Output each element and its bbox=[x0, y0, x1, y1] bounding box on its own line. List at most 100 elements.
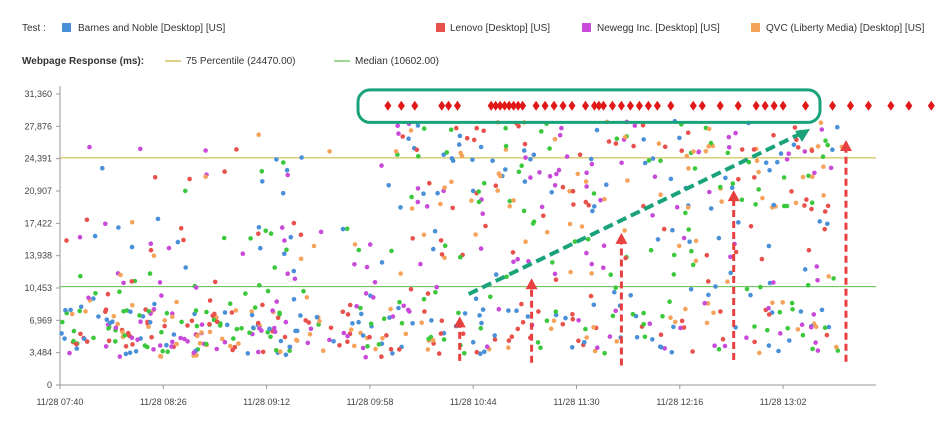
data-point bbox=[210, 313, 215, 319]
data-point bbox=[436, 351, 442, 356]
data-point bbox=[792, 125, 798, 130]
data-point bbox=[612, 289, 617, 295]
data-point bbox=[819, 127, 825, 132]
data-point bbox=[613, 285, 618, 291]
data-point bbox=[373, 346, 378, 352]
y-tick-label: 17,422 bbox=[24, 218, 52, 228]
data-point bbox=[799, 322, 805, 328]
data-point bbox=[448, 127, 454, 132]
data-point bbox=[291, 268, 297, 274]
data-point bbox=[410, 321, 415, 326]
data-point bbox=[356, 319, 361, 325]
data-point bbox=[474, 349, 480, 355]
data-point bbox=[473, 296, 479, 302]
data-point bbox=[622, 228, 627, 233]
data-point bbox=[528, 157, 533, 162]
legend-label: Barnes and Noble [Desktop] [US] bbox=[78, 23, 226, 34]
data-point bbox=[74, 341, 79, 347]
data-point bbox=[155, 216, 161, 222]
data-point bbox=[147, 271, 153, 276]
legend-item-lenovo[interactable]: Lenovo [Desktop] [US] bbox=[436, 23, 550, 34]
timeout-marker bbox=[550, 100, 558, 111]
highlight-box bbox=[356, 88, 822, 124]
data-point bbox=[726, 145, 732, 150]
data-point bbox=[129, 279, 135, 284]
data-point bbox=[371, 295, 376, 300]
data-point bbox=[285, 172, 291, 178]
data-point bbox=[130, 303, 135, 308]
data-point bbox=[444, 150, 450, 155]
data-point bbox=[707, 189, 712, 195]
data-point bbox=[802, 149, 808, 154]
data-point bbox=[64, 238, 69, 243]
data-point bbox=[100, 165, 105, 171]
data-point bbox=[358, 305, 363, 311]
data-point bbox=[703, 149, 709, 154]
data-point bbox=[151, 307, 157, 312]
legend-item-barnes[interactable]: Barnes and Noble [Desktop] [US] bbox=[62, 23, 226, 34]
data-point bbox=[113, 325, 119, 331]
data-point bbox=[460, 331, 466, 337]
data-point bbox=[304, 295, 310, 300]
data-point bbox=[147, 320, 153, 325]
data-point bbox=[91, 335, 96, 341]
data-point bbox=[82, 336, 87, 342]
data-point bbox=[481, 180, 487, 186]
data-point bbox=[158, 354, 164, 359]
data-point bbox=[398, 205, 403, 210]
data-point bbox=[157, 280, 163, 285]
data-point bbox=[388, 346, 394, 352]
timeout-marker bbox=[626, 100, 634, 111]
data-point bbox=[560, 184, 566, 190]
data-point bbox=[256, 225, 262, 230]
legend-item-qvc[interactable]: QVC (Liberty Media) [Desktop] [US] bbox=[751, 23, 925, 34]
timeout-marker bbox=[559, 100, 567, 111]
timeout-marker bbox=[384, 100, 392, 111]
data-point bbox=[418, 261, 423, 267]
axes: 0 3,484 6,969 10,453 13,938 17,422 20,907 24,39… bbox=[24, 86, 876, 407]
data-point bbox=[197, 341, 203, 346]
data-point bbox=[151, 347, 156, 352]
data-point bbox=[507, 204, 512, 209]
data-point bbox=[116, 225, 121, 230]
data-point bbox=[492, 333, 498, 338]
data-point bbox=[519, 163, 524, 168]
data-point bbox=[588, 156, 594, 162]
data-point bbox=[641, 137, 646, 142]
data-point bbox=[415, 186, 421, 191]
data-point bbox=[307, 332, 313, 337]
trend-arrow-line bbox=[467, 132, 801, 296]
data-point bbox=[288, 234, 294, 240]
timeout-marker bbox=[501, 100, 509, 111]
timeout-marker bbox=[734, 100, 742, 111]
data-point bbox=[279, 225, 285, 230]
data-point bbox=[767, 280, 773, 286]
data-point bbox=[120, 329, 125, 335]
data-point bbox=[632, 123, 638, 128]
data-point bbox=[483, 223, 488, 229]
data-point bbox=[379, 354, 384, 360]
data-point bbox=[67, 350, 72, 356]
data-point bbox=[722, 343, 728, 349]
data-point bbox=[345, 333, 350, 339]
data-point bbox=[301, 288, 306, 294]
data-point bbox=[572, 239, 578, 244]
data-point bbox=[424, 204, 430, 209]
data-point bbox=[552, 183, 558, 188]
data-point bbox=[298, 232, 304, 238]
legend-item-newegg[interactable]: Newegg Inc. [Desktop] [US] bbox=[582, 23, 720, 34]
data-point bbox=[328, 325, 334, 331]
data-point bbox=[814, 264, 820, 269]
data-point bbox=[419, 320, 425, 326]
data-point bbox=[766, 312, 772, 317]
data-point bbox=[552, 136, 558, 142]
data-point bbox=[538, 345, 543, 351]
data-point bbox=[363, 291, 369, 296]
data-point bbox=[130, 342, 135, 347]
data-point bbox=[787, 338, 792, 343]
timeout-marker bbox=[689, 100, 697, 111]
data-point bbox=[830, 147, 835, 152]
data-point bbox=[282, 334, 288, 340]
data-point bbox=[298, 313, 303, 318]
